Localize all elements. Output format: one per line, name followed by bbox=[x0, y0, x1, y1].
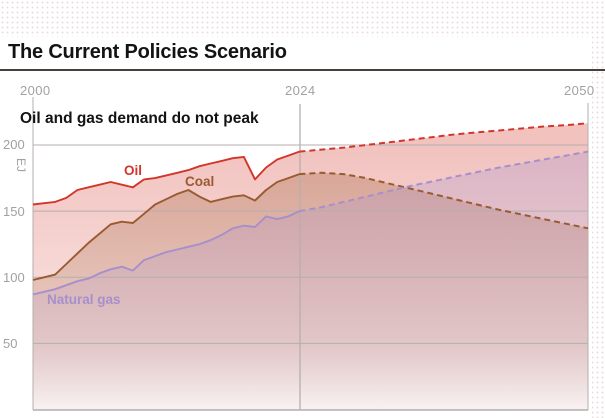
y-tick-150: 150 bbox=[3, 204, 25, 219]
x-tick-2000: 2000 bbox=[20, 83, 51, 98]
x-tick-2050: 2050 bbox=[564, 83, 595, 98]
series-label-natural-gas: Natural gas bbox=[47, 292, 121, 307]
y-tick-100: 100 bbox=[3, 270, 25, 285]
series-label-coal: Coal bbox=[185, 174, 215, 189]
y-tick-50: 50 bbox=[3, 336, 18, 351]
series-label-oil: Oil bbox=[124, 163, 143, 178]
chart-title: The Current Policies Scenario bbox=[8, 41, 287, 63]
title-divider bbox=[0, 69, 605, 71]
y-axis-unit-label: EJ bbox=[14, 157, 29, 173]
chart-subtitle: Oil and gas demand do not peak bbox=[20, 110, 259, 127]
x-tick-2024: 2024 bbox=[285, 83, 316, 98]
y-tick-200: 200 bbox=[3, 137, 25, 152]
